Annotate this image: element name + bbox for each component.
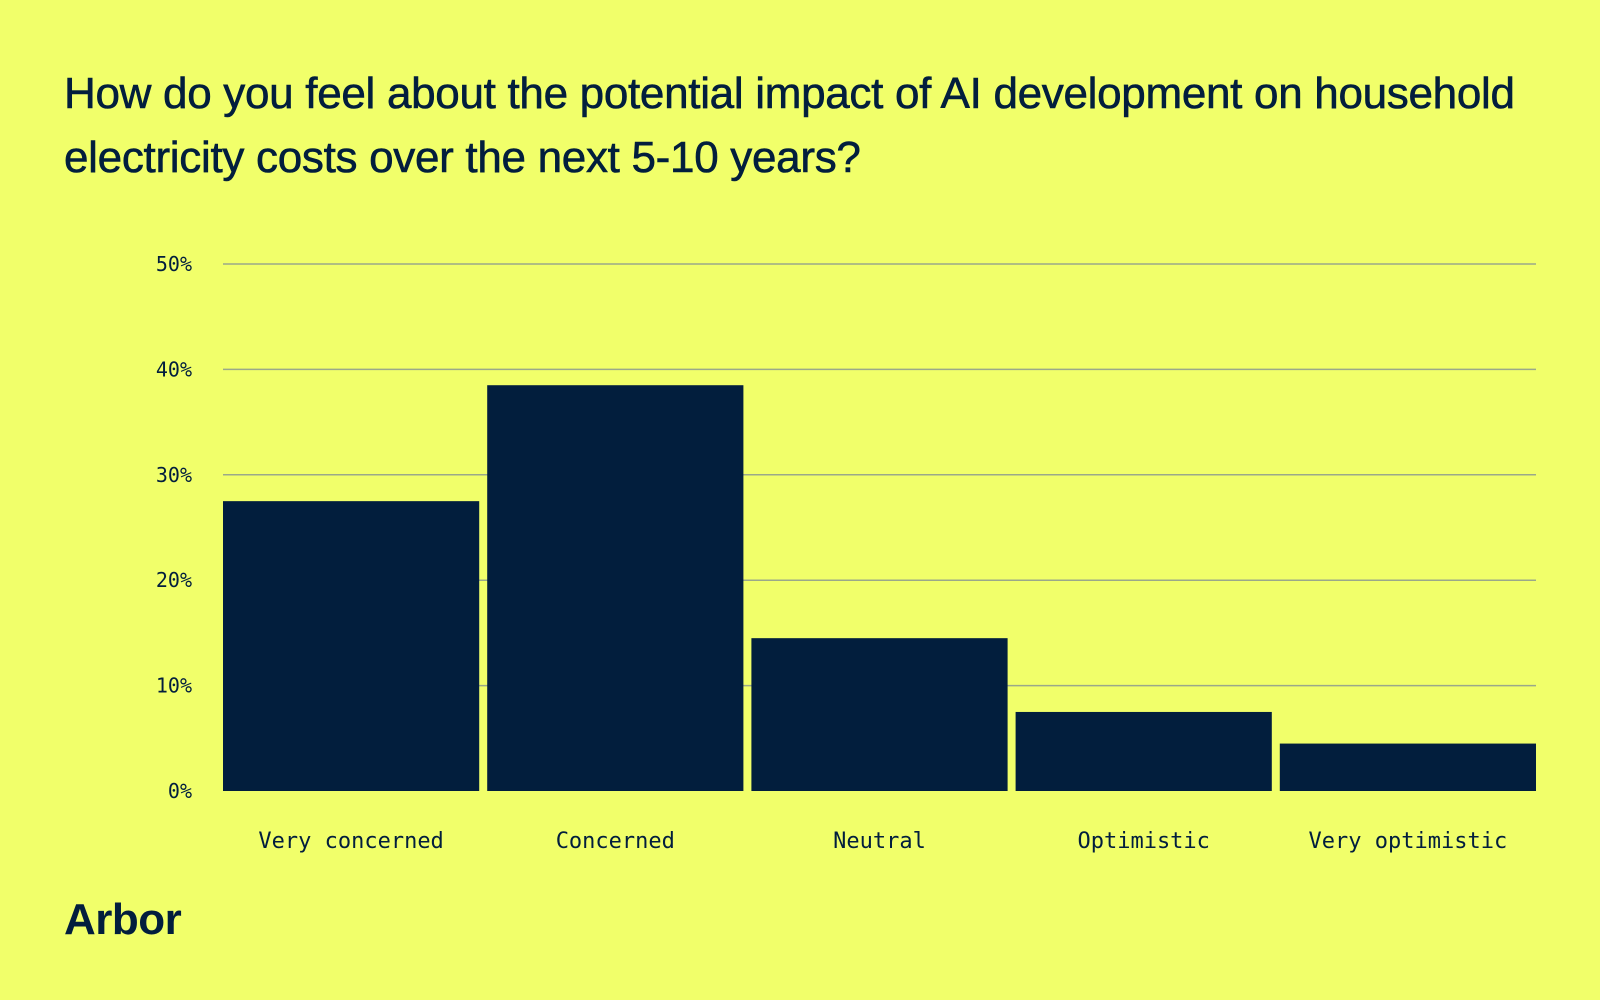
bar-very-concerned [223, 501, 480, 791]
bar-concerned [487, 385, 744, 791]
x-axis-ticks: Very concerned Concerned Neutral Optimistic… [258, 829, 1507, 854]
x-tick-label: Neutral [833, 829, 926, 854]
y-tick-label: 20% [156, 568, 192, 592]
y-tick-label: 50% [156, 252, 192, 276]
x-tick-label: Concerned [556, 829, 675, 854]
y-tick-label: 0% [168, 779, 192, 803]
x-tick-label: Optimistic [1077, 829, 1209, 854]
brand-logo: Arbor [64, 895, 182, 944]
y-axis-ticks: 0% 10% 20% 30% 40% 50% [156, 252, 192, 803]
chart-title: How do you feel about the potential impa… [64, 69, 1516, 183]
y-tick-label: 10% [156, 674, 192, 698]
bar-optimistic [1015, 711, 1272, 791]
y-tick-label: 40% [156, 357, 192, 381]
x-tick-label: Very optimistic [1309, 829, 1508, 854]
y-tick-label: 30% [156, 463, 192, 487]
bar-neutral [751, 638, 1008, 791]
x-tick-label: Very concerned [258, 829, 443, 854]
bars [223, 385, 1536, 791]
bar-very-optimistic [1279, 743, 1536, 791]
